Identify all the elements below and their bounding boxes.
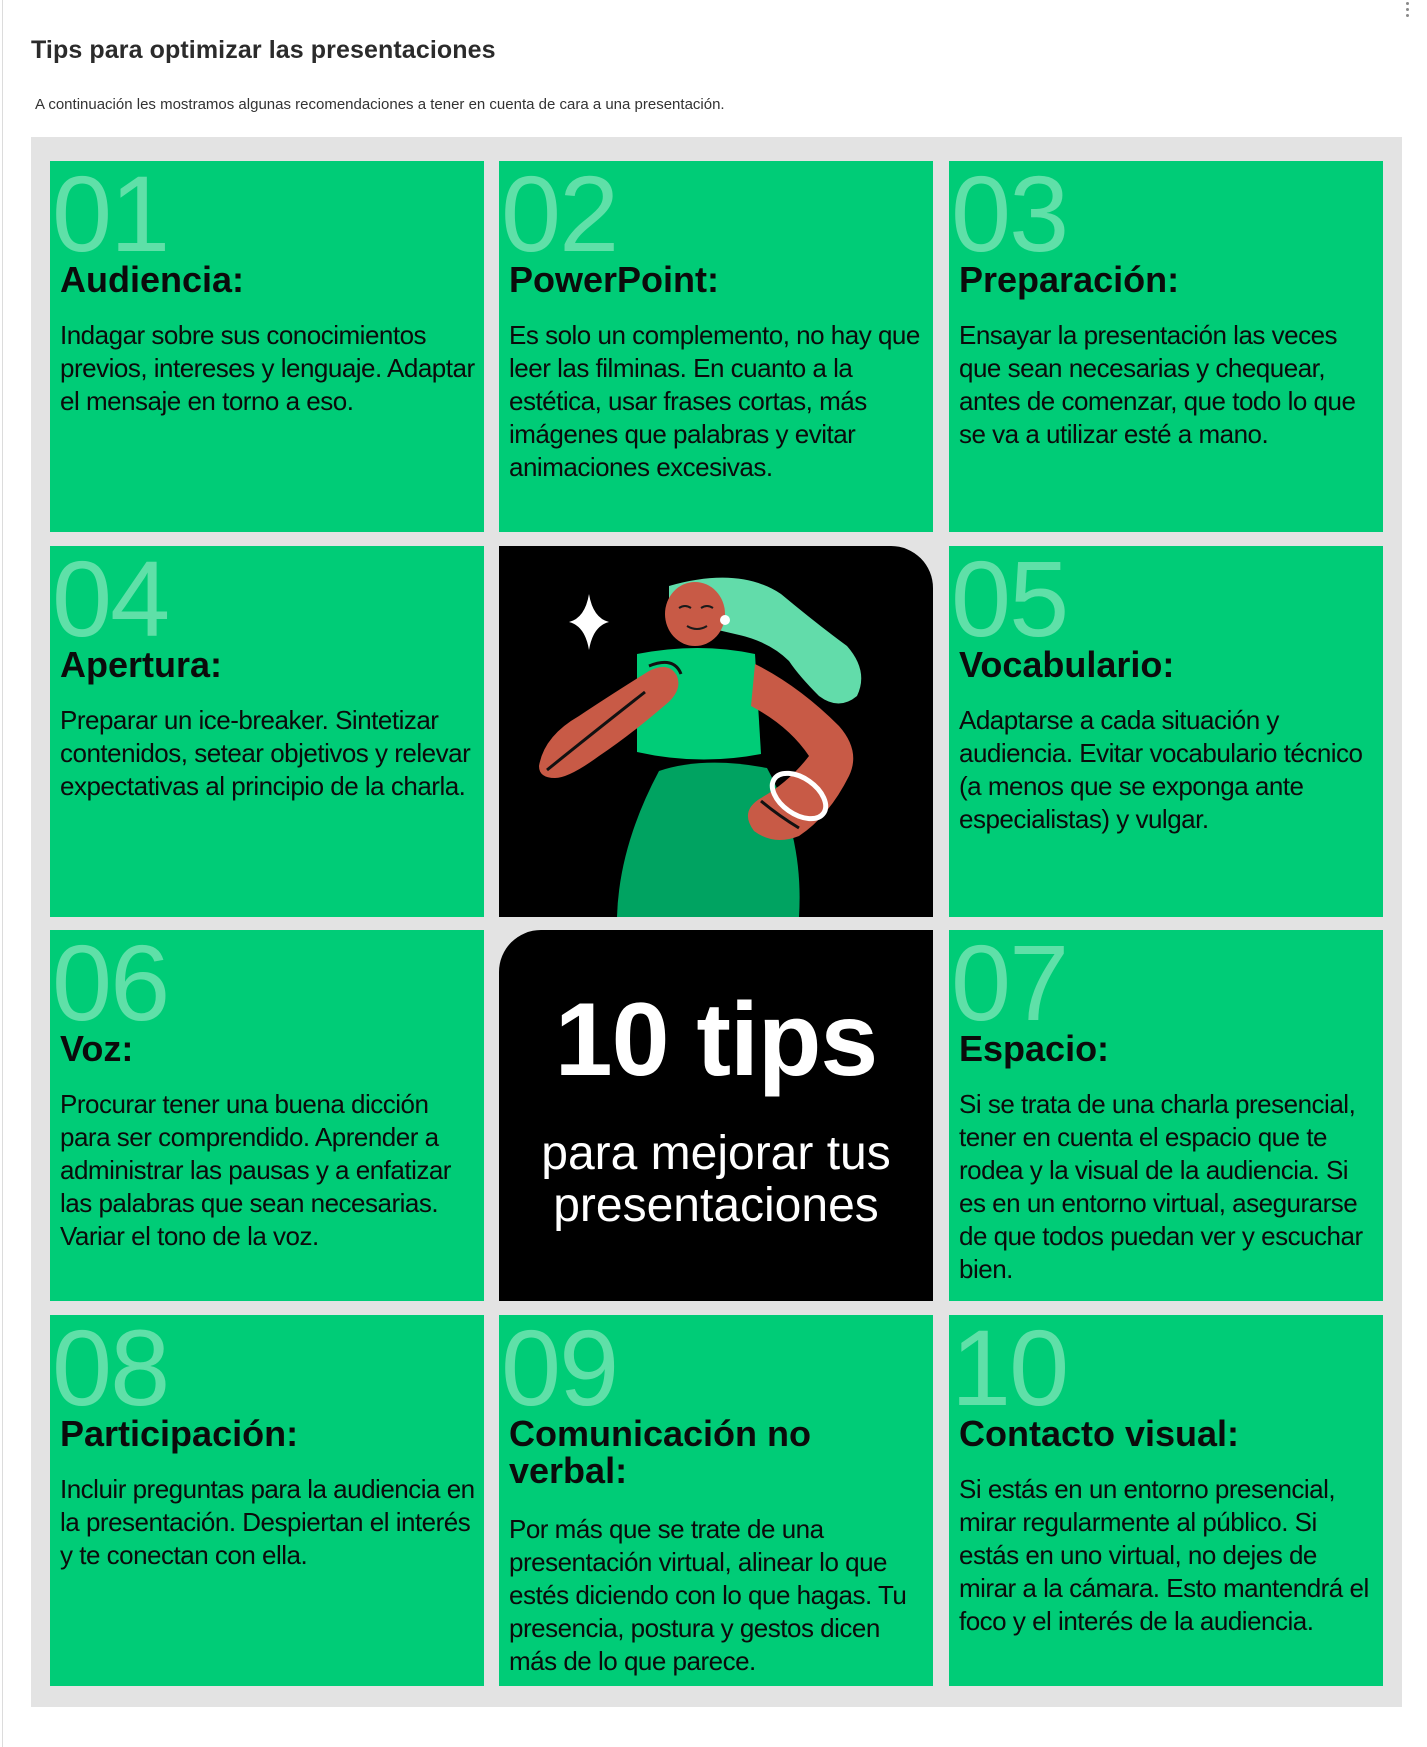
subheadline-line-2: presentaciones	[553, 1179, 879, 1232]
sparkle-icon	[569, 594, 609, 650]
tip-text: Adaptarse a cada situación y audiencia. …	[959, 705, 1363, 834]
tip-text: Incluir preguntas para la audiencia en l…	[60, 1474, 475, 1570]
tip-card-09: 09 Comunicación no verbal: Por más que s…	[499, 1315, 933, 1686]
tip-title: Espacio:	[959, 1028, 1110, 1069]
headline: 10 tips	[554, 982, 878, 1098]
tip-card-08: 08 Participación: Incluir preguntas para…	[50, 1315, 484, 1686]
tip-text: Procurar tener una buena dicción para se…	[60, 1089, 451, 1251]
tip-number: 04	[52, 546, 170, 659]
tip-card-07: 07 Espacio: Si se trata de una charla pr…	[949, 930, 1383, 1301]
more-options-icon[interactable]	[1401, 2, 1413, 18]
tip-card-01: 01 Audiencia: Indagar sobre sus conocimi…	[50, 161, 484, 532]
tip-title: PowerPoint:	[509, 259, 720, 300]
tip-card-06: 06 Voz: Procurar tener una buena dicción…	[50, 930, 484, 1301]
tip-number: 07	[951, 930, 1069, 1043]
tip-number: 09	[501, 1315, 619, 1428]
illustration-panel	[499, 546, 933, 917]
woman-presenter-illustration	[539, 577, 862, 917]
tip-title: Vocabulario:	[959, 644, 1175, 685]
tip-title: Participación:	[60, 1413, 299, 1454]
tip-card-02: 02 PowerPoint: Es solo un complemento, n…	[499, 161, 933, 532]
tip-text: Es solo un complemento, no hay que leer …	[509, 320, 920, 482]
tip-card-03: 03 Preparación: Ensayar la presentación …	[949, 161, 1383, 532]
subheadline-line-1: para mejorar tus	[541, 1127, 891, 1180]
tip-number: 05	[951, 546, 1069, 659]
tip-text: Indagar sobre sus conocimientos previos,…	[60, 320, 475, 416]
tip-card-04: 04 Apertura: Preparar un ice-breaker. Si…	[50, 546, 484, 917]
tip-number: 02	[501, 161, 619, 274]
tip-text: Ensayar la presentación las veces que se…	[959, 320, 1356, 449]
tip-card-10: 10 Contacto visual: Si estás en un entor…	[949, 1315, 1383, 1686]
subheadline: para mejorar tus presentaciones	[499, 1128, 933, 1232]
tip-title: Apertura:	[60, 644, 223, 685]
tip-text: Preparar un ice-breaker. Sintetizar cont…	[60, 705, 471, 801]
tip-title: Voz:	[60, 1028, 134, 1069]
tip-title: Comunicación no verbal:	[509, 1413, 812, 1491]
tip-title: Preparación:	[959, 259, 1180, 300]
tip-number: 08	[52, 1315, 170, 1428]
tip-number: 03	[951, 161, 1069, 274]
infographic-frame: 01 Audiencia: Indagar sobre sus conocimi…	[31, 137, 1402, 1707]
tip-title: Contacto visual:	[959, 1413, 1240, 1454]
page-left-border	[2, 0, 3, 1747]
tip-text: Por más que se trate de una presentación…	[509, 1514, 907, 1676]
tip-number: 01	[52, 161, 170, 274]
tip-text: Si estás en un entorno presencial, mirar…	[959, 1474, 1369, 1636]
page-intro: A continuación les mostramos algunas rec…	[35, 96, 725, 113]
tip-title: Audiencia:	[60, 259, 245, 300]
page-title: Tips para optimizar las presentaciones	[31, 36, 496, 64]
headline-panel: 10 tips para mejorar tus presentaciones	[499, 930, 933, 1301]
tip-text: Si se trata de una charla presencial, te…	[959, 1089, 1363, 1284]
tip-card-05: 05 Vocabulario: Adaptarse a cada situaci…	[949, 546, 1383, 917]
tip-number: 06	[52, 930, 170, 1043]
tip-number: 10	[951, 1315, 1069, 1428]
